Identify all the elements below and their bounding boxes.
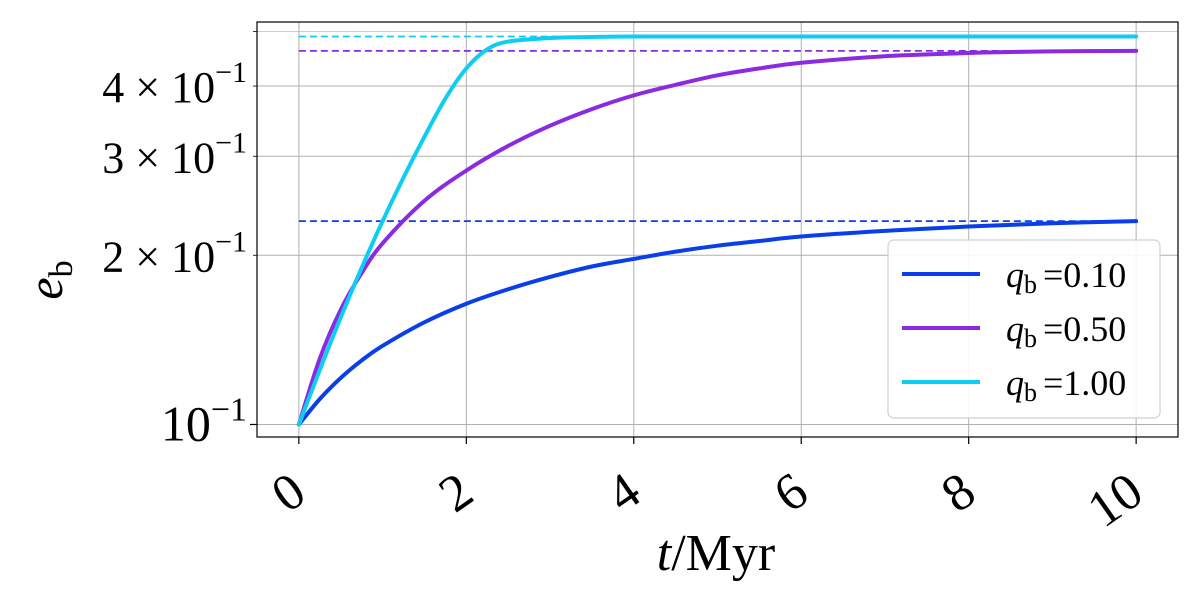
legend-label-var: q bbox=[1006, 255, 1024, 295]
series-line bbox=[296, 219, 1139, 427]
legend-label-var: q bbox=[1006, 363, 1024, 403]
legend-label-var: q bbox=[1006, 309, 1024, 349]
y-tick-base: 10 bbox=[161, 395, 211, 451]
plot-frame bbox=[256, 21, 1179, 438]
y-tick-coef: 2 × bbox=[102, 232, 171, 281]
x-axis-label-unit: /Myr bbox=[671, 525, 775, 582]
series-lines bbox=[296, 34, 1139, 427]
y-tick-label: 4 × 10−1 bbox=[102, 56, 247, 112]
legend-label-value: =0.50 bbox=[1043, 309, 1126, 349]
y-tick-exp: −1 bbox=[215, 225, 247, 258]
legend-label: qb =0.50 bbox=[1006, 309, 1126, 353]
y-tick-coef: 4 × bbox=[102, 63, 171, 112]
legend-label-sub: b bbox=[1024, 378, 1037, 407]
y-tick-exp: −1 bbox=[215, 56, 247, 89]
y-tick-label: 10−1 bbox=[161, 391, 247, 451]
y-tick-label: 3 × 10−1 bbox=[102, 126, 247, 182]
y-axis-label-sub: b bbox=[43, 260, 80, 277]
x-axis-label: t/Myr bbox=[657, 525, 775, 582]
y-tick-exp: −1 bbox=[215, 126, 247, 159]
legend-label-sub: b bbox=[1024, 270, 1037, 299]
y-tick-coef: 3 × bbox=[102, 133, 171, 182]
y-tick-base: 10 bbox=[171, 63, 215, 112]
series-line bbox=[296, 34, 1139, 427]
y-tick-label: 2 × 10−1 bbox=[102, 225, 247, 281]
y-axis-label-main: e bbox=[17, 277, 73, 299]
legend-label: qb =0.10 bbox=[1006, 255, 1126, 299]
y-tick-base: 10 bbox=[171, 232, 215, 281]
svg-text:t/Myr: t/Myr bbox=[657, 525, 775, 582]
grid bbox=[257, 22, 1178, 437]
legend-box bbox=[887, 239, 1161, 419]
y-tick-exp: −1 bbox=[211, 391, 247, 428]
svg-text:eb: eb bbox=[17, 260, 80, 299]
y-tick-base: 10 bbox=[171, 133, 215, 182]
legend-label-sub: b bbox=[1024, 324, 1037, 353]
legend-label-value: =0.10 bbox=[1043, 255, 1126, 295]
y-axis-label: eb bbox=[17, 260, 80, 299]
legend-label-value: =1.00 bbox=[1043, 363, 1126, 403]
legend-label: qb =1.00 bbox=[1006, 363, 1126, 407]
series-line bbox=[296, 48, 1139, 427]
x-axis-label-var: t bbox=[657, 525, 673, 582]
